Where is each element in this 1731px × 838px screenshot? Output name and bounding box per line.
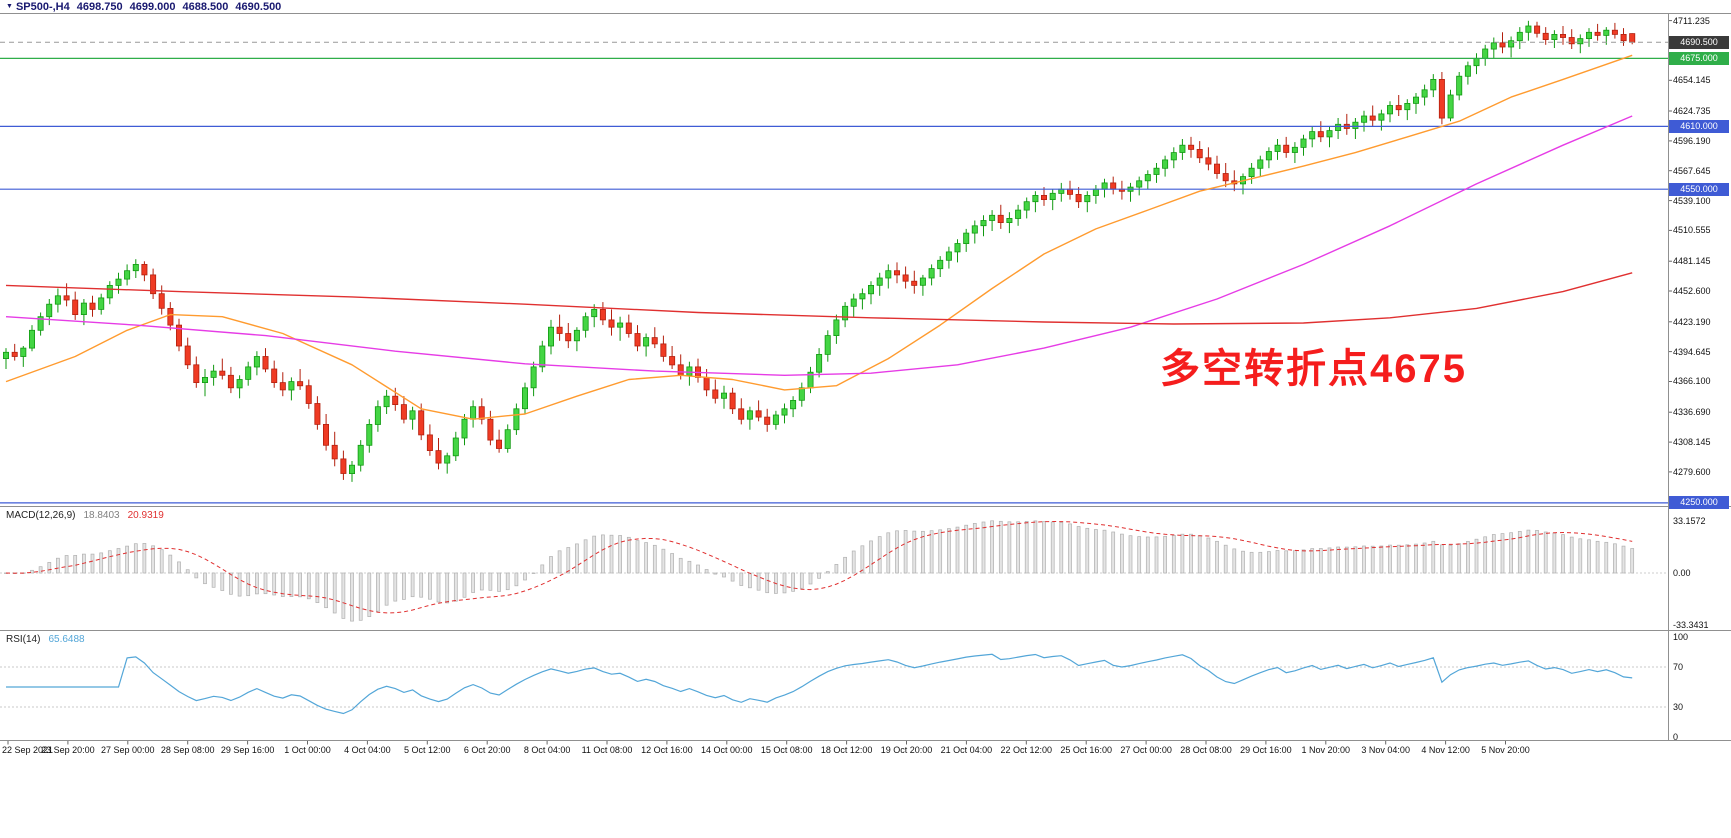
ohlc-close: 4690.500 xyxy=(235,1,282,13)
rsi-value: 65.6488 xyxy=(48,634,85,645)
price-badge: 4250.000 xyxy=(1669,496,1729,510)
price-badge: 4690.500 xyxy=(1669,35,1729,49)
rsi-axis-label: 0 xyxy=(1673,732,1679,742)
price-axis-label: 4711.235 xyxy=(1673,15,1710,26)
time-axis-label: 1 Nov 20:00 xyxy=(1301,745,1351,755)
price-axis-label: 4336.690 xyxy=(1673,407,1711,418)
time-axis-label: 25 Oct 16:00 xyxy=(1060,745,1112,755)
symbol-timeframe-label: SP500-,H4 xyxy=(15,1,70,13)
macd-axis-label: 0.00 xyxy=(1673,568,1691,578)
candlesticks xyxy=(3,20,1636,482)
time-axis-label: 3 Nov 04:00 xyxy=(1361,745,1410,755)
price-axis-label: 4452.600 xyxy=(1673,286,1711,296)
price-axis-label: 4510.555 xyxy=(1673,225,1711,236)
time-axis-label: 12 Oct 16:00 xyxy=(641,745,693,755)
time-axis-label: 22 Sep 2021 xyxy=(2,745,54,755)
time-axis-label: 4 Nov 12:00 xyxy=(1421,745,1470,755)
macd-indicator-label: MACD(12,26,9) xyxy=(6,510,76,521)
macd-axis-label: 33.1572 xyxy=(1673,516,1706,527)
macd-indicator-header: MACD(12,26,9) 18.8403 20.9319 xyxy=(6,510,164,521)
time-axis-label: 4 Oct 04:00 xyxy=(344,745,391,755)
macd-plot xyxy=(0,520,1668,622)
time-axis-label: 27 Sep 00:00 xyxy=(101,745,155,755)
time-axis-label: 28 Sep 08:00 xyxy=(160,745,215,755)
time-axis-label: 15 Oct 08:00 xyxy=(760,745,813,755)
price-axis-label: 4366.100 xyxy=(1673,376,1711,387)
time-axis-label: 5 Nov 20:00 xyxy=(1481,745,1530,755)
price-badge: 4675.000 xyxy=(1669,51,1729,65)
horizontal-level-lines[interactable] xyxy=(0,41,1668,504)
time-axis-label: 19 Oct 20:00 xyxy=(880,745,933,755)
rsi-plot xyxy=(0,653,1668,715)
time-axis-label: 5 Oct 12:00 xyxy=(404,745,451,755)
macd-main-value: 18.8403 xyxy=(83,510,120,521)
time-axis-label: 8 Oct 04:00 xyxy=(523,745,571,755)
price-badge: 4550.000 xyxy=(1669,182,1729,196)
time-axis-label: 14 Oct 00:00 xyxy=(701,745,753,755)
price-axis-label: 4481.145 xyxy=(1673,256,1711,267)
price-axis-label: 4624.735 xyxy=(1673,106,1711,116)
macd-signal-value: 20.9319 xyxy=(127,510,164,521)
time-axis-label: 22 Oct 12:00 xyxy=(1000,745,1053,755)
price-axis-label: 4539.100 xyxy=(1673,195,1711,206)
rsi-indicator-label: RSI(14) xyxy=(6,634,41,645)
time-axis-label: 6 Oct 20:00 xyxy=(463,745,511,755)
time-axis-label: 23 Sep 20:00 xyxy=(41,745,95,755)
moving-average-lines xyxy=(5,54,1633,420)
symbol-title: ▼ SP500-,H4 4698.750 4699.000 4688.500 4690.5… xyxy=(6,1,281,13)
time-axis-label: 18 Oct 12:00 xyxy=(820,745,873,755)
price-axis-label: 4654.145 xyxy=(1673,75,1711,86)
rsi-axis-label: 100 xyxy=(1673,632,1689,642)
macd-axis-label: -33.3431 xyxy=(1673,620,1709,631)
time-axis-label: 21 Oct 04:00 xyxy=(940,745,993,755)
price-axis-label: 4279.600 xyxy=(1673,466,1711,477)
price-badge: 4610.000 xyxy=(1669,119,1729,133)
price-axis-label: 4423.190 xyxy=(1673,316,1711,327)
chart-marker-icon: ▼ xyxy=(6,3,13,10)
rsi-axis-label: 70 xyxy=(1673,662,1684,672)
time-axis-label: 29 Sep 16:00 xyxy=(220,745,275,755)
ohlc-low: 4688.500 xyxy=(182,1,229,13)
annotation-text: 多空转折点4675 xyxy=(1160,347,1467,391)
rsi-indicator-header: RSI(14) 65.6488 xyxy=(6,634,85,645)
price-axis-label: 4567.645 xyxy=(1673,165,1711,176)
time-axis-label: 29 Oct 16:00 xyxy=(1240,745,1292,755)
price-axis-label: 4596.190 xyxy=(1673,135,1711,146)
time-axis-label: 1 Oct 00:00 xyxy=(284,745,331,755)
price-axis-label: 4308.145 xyxy=(1673,437,1711,448)
time-axis-label: 11 Oct 08:00 xyxy=(581,745,633,755)
time-axis-label: 28 Oct 08:00 xyxy=(1180,745,1232,755)
price-axis-label: 4394.645 xyxy=(1673,346,1711,357)
time-axis-label: 27 Oct 00:00 xyxy=(1120,745,1172,755)
panel-borders xyxy=(0,13,1731,745)
rsi-axis-label: 30 xyxy=(1673,702,1684,712)
ohlc-high: 4699.000 xyxy=(129,1,176,13)
ohlc-open: 4698.750 xyxy=(76,1,123,13)
